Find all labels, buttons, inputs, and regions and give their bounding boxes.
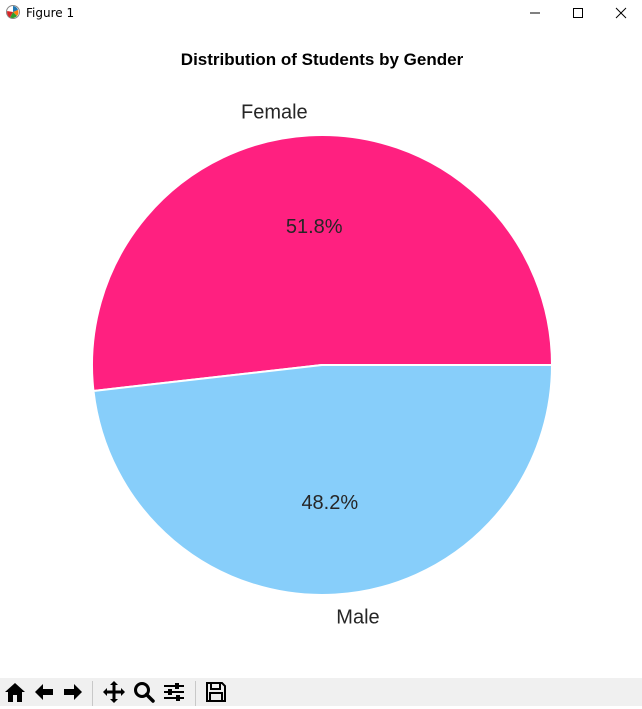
minimize-icon — [529, 7, 541, 19]
magnifier-icon — [132, 680, 156, 709]
home-button[interactable] — [1, 681, 28, 707]
arrow-right-icon — [61, 680, 85, 709]
navigation-toolbar — [0, 678, 642, 706]
pie-category-label-male: Male — [336, 607, 379, 629]
move-icon — [102, 680, 126, 709]
window-titlebar: Figure 1 — [0, 0, 642, 26]
close-button[interactable] — [598, 0, 642, 26]
forward-button[interactable] — [59, 681, 86, 707]
pie-category-label-female: Female — [241, 101, 308, 123]
matplotlib-logo-icon — [5, 4, 21, 20]
zoom-button[interactable] — [130, 681, 157, 707]
close-icon — [615, 7, 627, 19]
save-button[interactable] — [202, 681, 229, 707]
figure-canvas: Distribution of Students by Gender 51.8%… — [0, 26, 642, 678]
minimize-button[interactable] — [512, 0, 558, 26]
floppy-disk-icon — [204, 680, 228, 709]
home-icon — [3, 680, 27, 709]
pie-pct-label-male: 48.2% — [301, 492, 358, 514]
pie-slice-female — [91, 134, 554, 393]
subplots-button[interactable] — [160, 681, 187, 707]
toolbar-separator — [92, 681, 93, 706]
window-title: Figure 1 — [26, 6, 75, 20]
toolbar-separator — [195, 681, 196, 706]
pan-button[interactable] — [100, 680, 127, 709]
chart-title: Distribution of Students by Gender — [181, 50, 464, 69]
pie-slice-male — [92, 364, 554, 596]
pie-pct-label-female: 51.8% — [286, 216, 343, 238]
sliders-icon — [162, 680, 186, 709]
maximize-icon — [572, 7, 584, 19]
back-button[interactable] — [30, 681, 57, 707]
arrow-left-icon — [32, 680, 56, 709]
maximize-button[interactable] — [555, 0, 601, 26]
pie-chart: Distribution of Students by Gender 51.8%… — [91, 50, 554, 629]
